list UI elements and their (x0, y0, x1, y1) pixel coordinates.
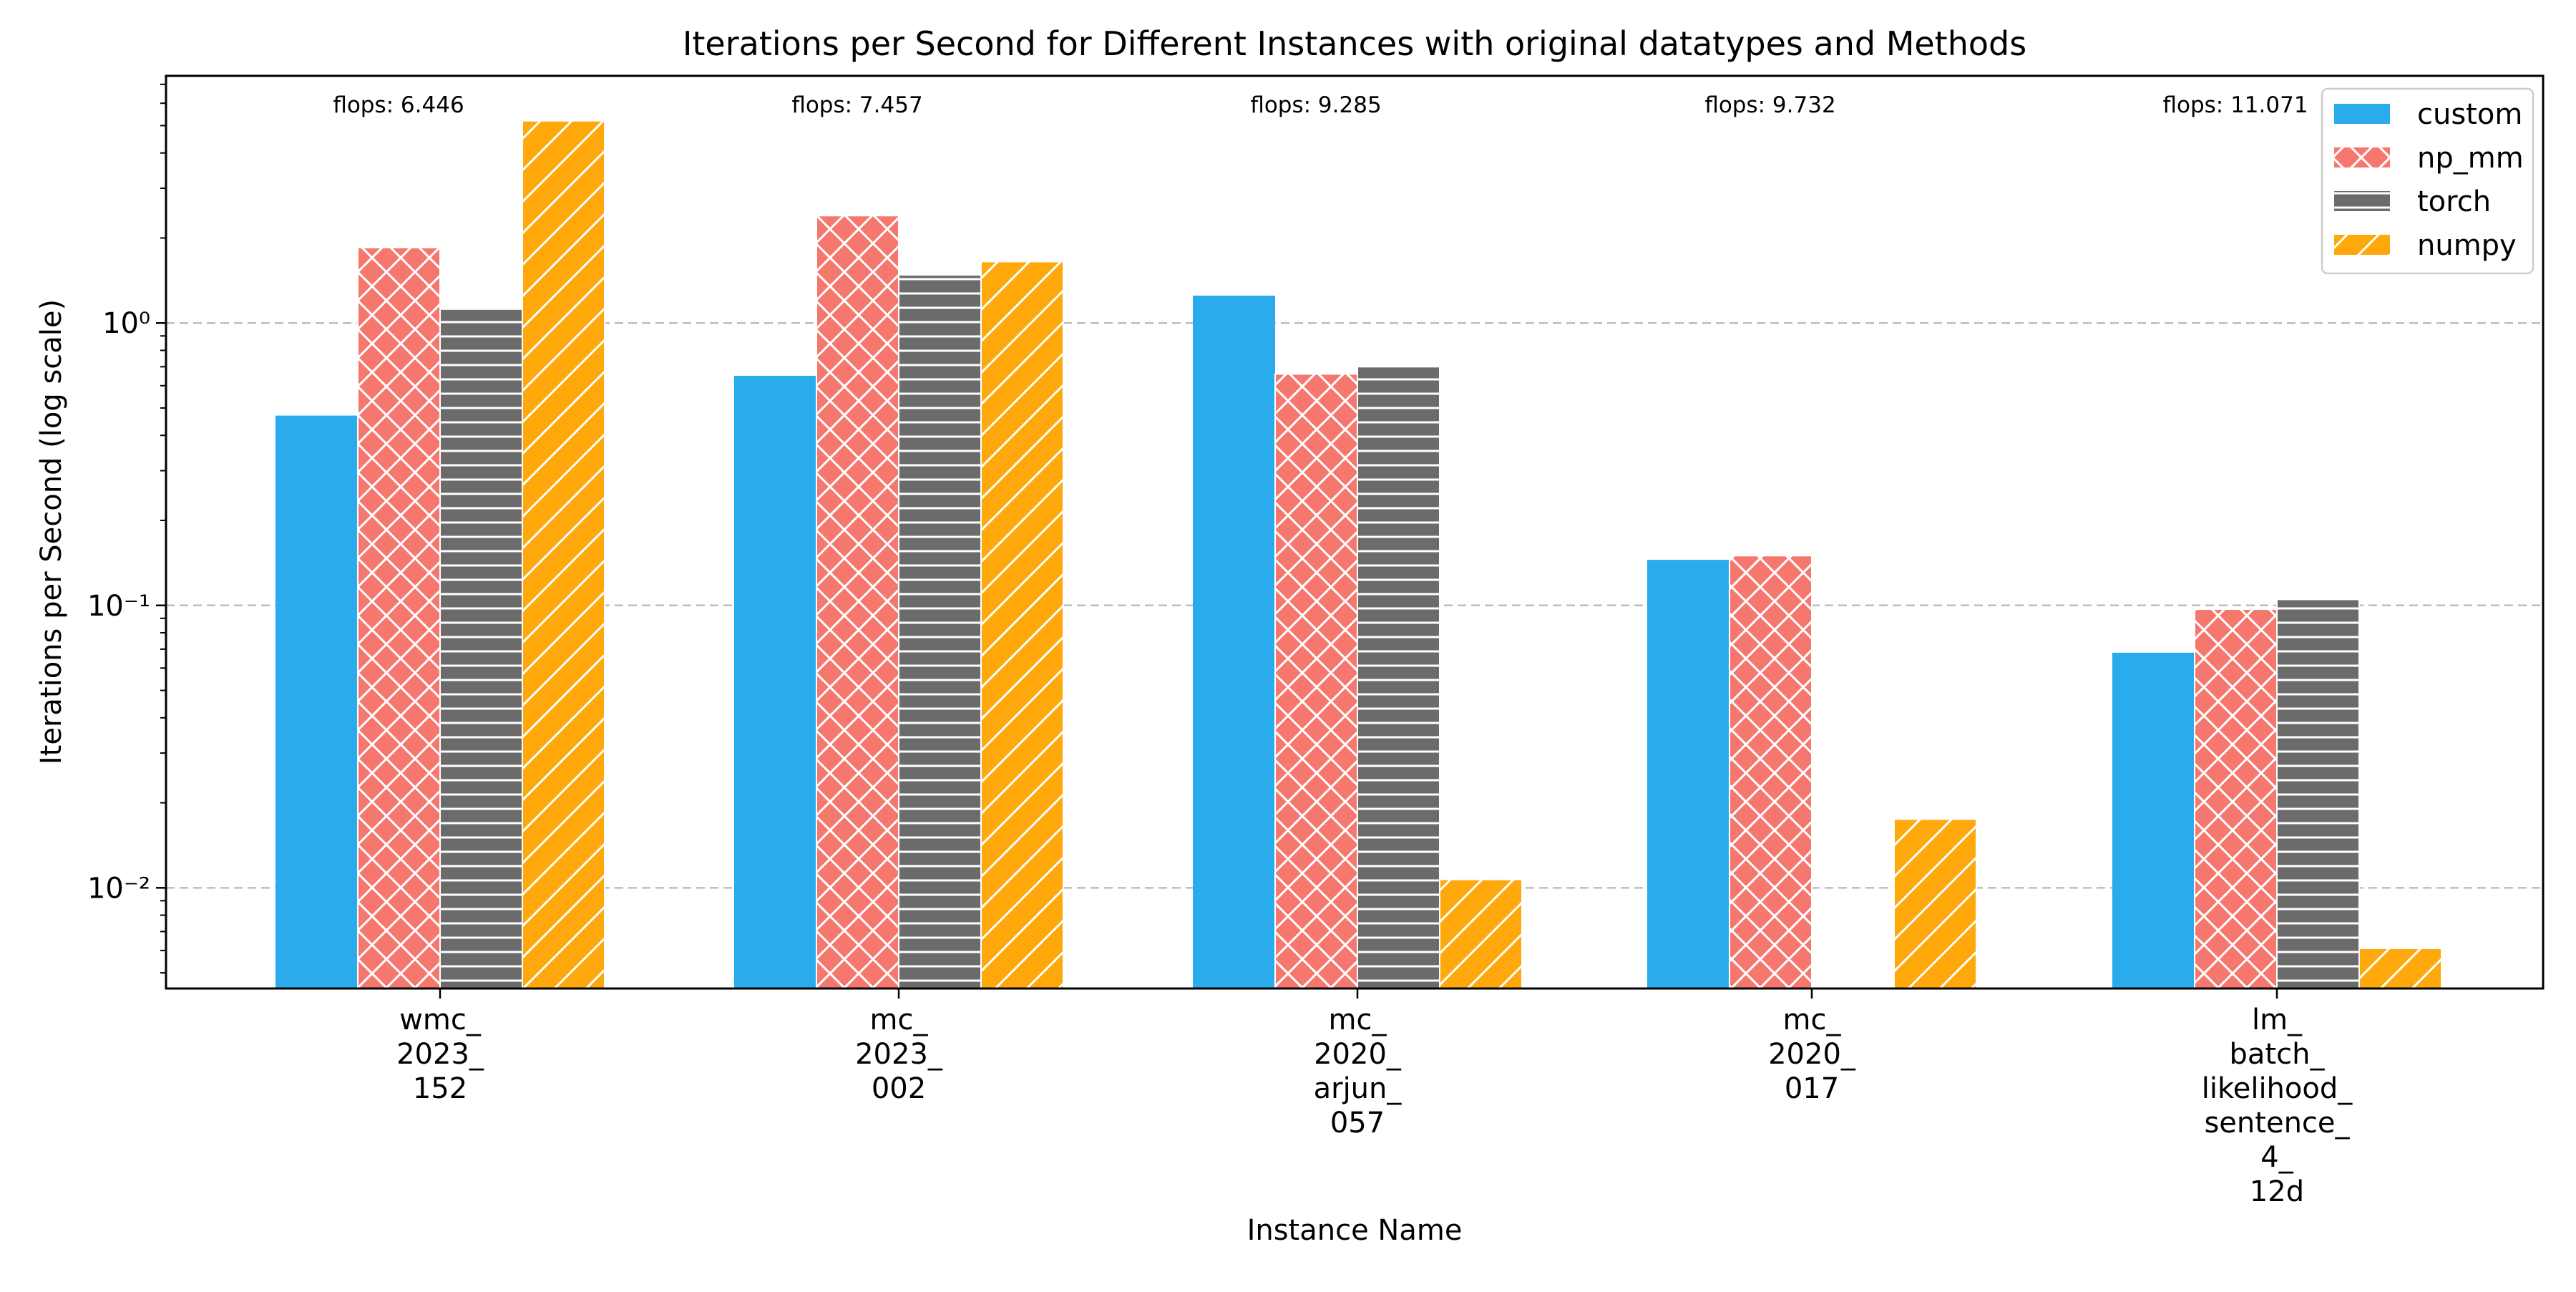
y-tick-label: 10⁻² (87, 872, 150, 905)
x-tick-label-line: batch_ (2230, 1038, 2326, 1071)
plot-frame (165, 74, 2545, 990)
x-tick-label-line: likelihood_ (2202, 1072, 2353, 1105)
x-tick-label-line: 12d (2250, 1175, 2304, 1208)
bar-hatch (980, 261, 1064, 989)
x-tick-label-line: mc_ (870, 1004, 929, 1036)
bar-hatch (2358, 948, 2442, 989)
legend-swatch-hatch (2334, 191, 2390, 211)
flops-annotation: flops: 6.446 (333, 92, 464, 118)
x-tick-label-line: lm_ (2252, 1004, 2303, 1036)
legend-box (2321, 87, 2534, 275)
bar-hatch (2276, 598, 2360, 989)
y-tick-label: 10⁰ (102, 307, 150, 340)
bars (275, 120, 2442, 989)
x-tick-label-line: 017 (1785, 1072, 1839, 1105)
bar-hatch (1274, 373, 1358, 989)
bar-custom (1647, 560, 1729, 989)
bar-custom (2112, 652, 2195, 989)
x-tick-label-line: 2023_ (396, 1038, 484, 1071)
legend-swatch-hatch (2334, 147, 2390, 167)
bar-hatch (357, 246, 441, 989)
x-tick-label-line: mc_ (1329, 1004, 1387, 1036)
bar-custom (275, 415, 358, 989)
bar-hatch (1729, 555, 1813, 989)
x-tick-label-line: mc_ (1783, 1004, 1842, 1036)
x-tick-label: lm_ batch_ likelihood_ sentence_ 4_ 12d (2202, 1004, 2353, 1208)
bar-custom (734, 376, 816, 989)
x-axis-label: Instance Name (1247, 1214, 1463, 1247)
x-tick-label: mc_ 2020_ arjun_ 057 (1314, 1004, 1402, 1140)
flops-annotation: flops: 11.071 (2162, 92, 2308, 118)
bar-hatch (898, 274, 982, 989)
bar-hatch (1439, 878, 1523, 989)
y-tick-label: 10⁻¹ (87, 590, 150, 623)
bar-hatch (522, 120, 605, 989)
legend-label-numpy: numpy (2417, 229, 2517, 262)
x-tick-label-line: arjun_ (1314, 1072, 1402, 1105)
x-tick-label-line: 2020_ (1768, 1038, 1856, 1071)
bar-hatch (2194, 608, 2278, 989)
y-axis: 10⁰ 10⁻¹ 10⁻² (87, 83, 166, 974)
bar-hatch (1357, 366, 1440, 989)
x-tick-label-line: 057 (1330, 1107, 1385, 1140)
bar-hatch (816, 215, 899, 989)
legend-swatch-custom (2334, 104, 2390, 124)
legend-swatch-hatch (2334, 235, 2390, 255)
x-tick-label: mc_ 2020_ 017 (1768, 1004, 1856, 1105)
flops-annotation: flops: 9.732 (1704, 92, 1835, 118)
x-tick-label: wmc_ 2023_ 152 (396, 1004, 484, 1105)
x-tick-label-line: 4_ (2260, 1141, 2293, 1174)
bar-hatch (439, 308, 523, 989)
legend-label-custom: custom (2417, 98, 2522, 131)
x-tick-label-line: 002 (872, 1072, 926, 1105)
x-tick-label-line: 152 (413, 1072, 467, 1105)
x-tick-label-line: 2020_ (1314, 1038, 1402, 1071)
legend-label-torch: torch (2417, 185, 2491, 218)
x-tick-label-line: wmc_ (399, 1004, 482, 1036)
flops-annotation: flops: 7.457 (791, 92, 922, 118)
x-tick-label: mc_ 2023_ 002 (855, 1004, 943, 1105)
bar-custom (1193, 296, 1275, 989)
flops-annotations: flops: 6.446 flops: 7.457 flops: 9.285 flop… (333, 92, 2308, 118)
legend-label-np_mm: np_mm (2417, 142, 2524, 175)
x-tick-label-line: 2023_ (855, 1038, 943, 1071)
chart-title: Iterations per Second for Different Inst… (683, 24, 2026, 63)
y-axis-label: Iterations per Second (log scale) (35, 299, 68, 764)
x-tick-label-line: sentence_ (2204, 1107, 2350, 1140)
bar-hatch (1893, 818, 1977, 989)
flops-annotation: flops: 9.285 (1250, 92, 1381, 118)
